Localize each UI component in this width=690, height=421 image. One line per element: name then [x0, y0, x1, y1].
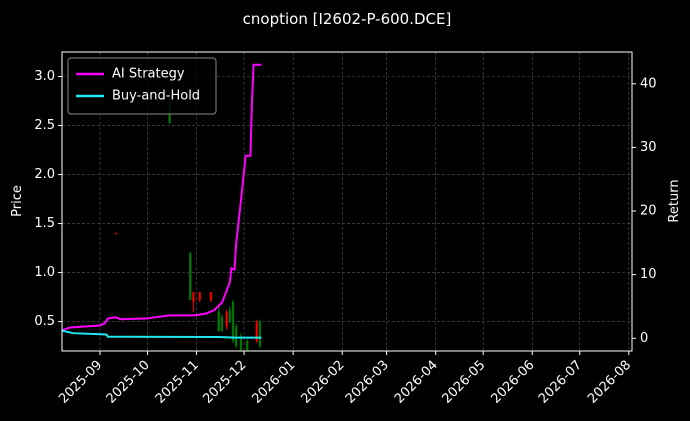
candle-body: [231, 301, 235, 342]
series-line: [62, 329, 262, 339]
candle-body: [217, 311, 220, 332]
candle-body: [114, 233, 118, 235]
candle-body: [225, 311, 228, 327]
candle-body: [209, 292, 213, 301]
y2-tick-label: 10: [640, 267, 657, 282]
y2-tick-label: 20: [640, 204, 657, 219]
plot: [62, 63, 262, 351]
candle-body: [234, 326, 238, 347]
y2-tick-label: 0: [640, 331, 648, 346]
y2-axis-label: Return: [667, 179, 682, 222]
y-axis-label: Price: [10, 185, 25, 217]
legend-label: AI Strategy: [112, 67, 185, 82]
y-tick-label: 2.0: [34, 167, 55, 182]
candle-body: [228, 309, 232, 322]
chart-title: cnoption [I2602-P-600.DCE]: [243, 10, 452, 28]
candle-body: [220, 316, 224, 332]
candle-body: [246, 341, 249, 351]
candle-body: [192, 292, 195, 302]
legend-box: [67, 57, 217, 115]
series-line: [62, 63, 262, 332]
y2-tick-label: 40: [640, 76, 657, 91]
y-tick-label: 1.5: [34, 216, 55, 231]
candle-body: [168, 105, 171, 124]
y-tick-label: 2.5: [34, 118, 55, 133]
candle-body: [239, 336, 243, 351]
candle-body: [255, 321, 258, 342]
candle-body: [258, 321, 262, 347]
plot-frame: [61, 51, 633, 352]
legend-label: Buy-and-Hold: [112, 89, 200, 104]
y2-tick-label: 30: [640, 140, 657, 155]
candle-body: [189, 252, 192, 301]
candle-body: [198, 292, 201, 301]
y-tick-label: 0.5: [34, 314, 55, 329]
y-tick-label: 3.0: [34, 69, 55, 84]
y-tick-label: 1.0: [34, 265, 55, 280]
